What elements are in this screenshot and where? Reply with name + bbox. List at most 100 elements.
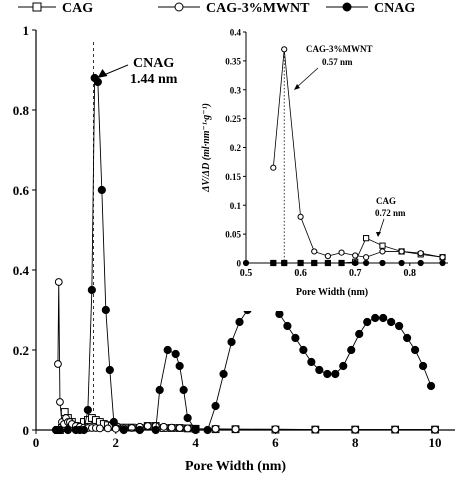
data-point — [83, 405, 92, 415]
legend-item: CNAG — [326, 1, 415, 16]
legend-label: CNAG — [374, 1, 415, 16]
inset-x-tick-label: 0.8 — [404, 268, 417, 279]
data-point — [63, 425, 73, 435]
inset-series-cnag — [242, 259, 446, 267]
inset-x-tick-label: 0.5 — [240, 268, 253, 279]
data-point — [54, 360, 62, 368]
main-y-tick-label: 0.4 — [13, 263, 30, 278]
data-point — [227, 337, 236, 347]
data-point — [101, 305, 110, 315]
data-point — [275, 309, 284, 319]
main-y-tick-label: 0 — [23, 423, 30, 438]
data-point — [311, 425, 320, 434]
data-point — [324, 259, 331, 267]
data-point — [439, 259, 446, 267]
data-point — [179, 385, 188, 395]
data-point — [426, 381, 436, 391]
inset-background — [224, 28, 454, 311]
data-point — [371, 313, 380, 323]
data-point — [418, 361, 428, 371]
inset-annotation-arrowhead — [376, 232, 381, 237]
data-point — [283, 321, 292, 331]
data-point — [183, 424, 192, 433]
annotation-arrowhead — [97, 69, 108, 78]
main-y-tick-label: 0.6 — [13, 183, 30, 198]
main-y-tick-label: 0.2 — [13, 343, 29, 358]
inset-y-tick-label: 0.15 — [225, 172, 241, 182]
inset-y-tick-label: 0.35 — [225, 56, 241, 66]
inset-y-tick-label: 0.05 — [225, 230, 241, 240]
data-point — [352, 259, 359, 267]
main-y-tick-label: 1 — [23, 23, 30, 38]
inset-annotation-label: CAG — [376, 196, 396, 206]
inset-annotation-arrowhead — [294, 84, 300, 90]
data-point — [55, 425, 65, 435]
data-point — [119, 425, 128, 435]
data-point — [387, 317, 396, 327]
inset-y-tick-label: 0.3 — [230, 85, 242, 95]
inset-y-tick-label: 0 — [237, 259, 242, 269]
data-point — [159, 422, 168, 431]
data-point — [338, 259, 345, 267]
data-point — [363, 235, 370, 242]
data-point — [211, 401, 220, 411]
data-point — [163, 345, 172, 355]
legend-marker — [32, 2, 42, 12]
data-point — [103, 424, 112, 433]
inset-y-tick-label: 0.25 — [225, 114, 241, 124]
data-point — [97, 185, 106, 195]
data-point — [54, 278, 63, 286]
annotation-label: CNAG — [133, 56, 174, 71]
data-point — [203, 425, 212, 435]
data-point — [363, 259, 370, 267]
main-x-tick-label: 10 — [429, 435, 442, 450]
legend-marker — [342, 2, 352, 12]
data-point — [339, 361, 348, 371]
data-point — [311, 248, 318, 255]
data-point — [105, 365, 114, 375]
data-point — [191, 425, 200, 435]
inset-y-tick-label: 0.2 — [230, 143, 242, 153]
inset-x-tick-label: 0.7 — [349, 268, 362, 279]
data-point — [379, 313, 388, 323]
series-line — [272, 49, 443, 258]
data-point — [135, 425, 144, 435]
data-point — [307, 357, 316, 367]
legend-label: CAG — [62, 1, 93, 16]
data-point — [391, 425, 400, 434]
data-point — [352, 252, 359, 259]
data-point — [323, 369, 332, 379]
data-point — [56, 398, 64, 406]
inset-y-axis-label: ΔV/ΔD (ml·nm⁻¹·g⁻¹) — [201, 103, 212, 193]
legend-marker — [174, 2, 184, 12]
main-x-tick-label: 2 — [113, 435, 120, 450]
data-point — [398, 248, 405, 255]
data-point — [351, 425, 360, 434]
main-x-tick-label: 0 — [33, 435, 40, 450]
data-point — [347, 345, 356, 355]
data-point — [270, 164, 277, 171]
data-point — [281, 46, 288, 53]
data-point — [109, 417, 118, 427]
data-point — [299, 345, 308, 355]
data-point — [281, 259, 288, 267]
inset-plot: 0.5 0.6 0.7 0.8 0 0.05 0.1 0.15 0.2 0.25 0.3 0.35 0.… — [201, 28, 454, 311]
main-x-tick-label: 8 — [352, 435, 359, 450]
data-point — [297, 259, 304, 267]
legend: CAG CAG-3%MWNT CNAG — [18, 1, 415, 16]
annotation-label: 1.44 nm — [130, 72, 178, 87]
data-point — [363, 317, 372, 327]
data-point — [379, 248, 386, 255]
main-x-tick-label: 6 — [272, 435, 279, 450]
data-point — [379, 242, 386, 249]
data-point — [379, 259, 386, 267]
data-point — [398, 259, 405, 267]
data-point — [231, 425, 240, 434]
inset-x-tick-label: 0.6 — [294, 268, 307, 279]
main-x-axis-label: Pore Width (nm) — [185, 459, 286, 474]
data-point — [297, 213, 304, 220]
inset-series-cag-3-mwnt — [270, 46, 446, 261]
data-point — [311, 259, 318, 267]
